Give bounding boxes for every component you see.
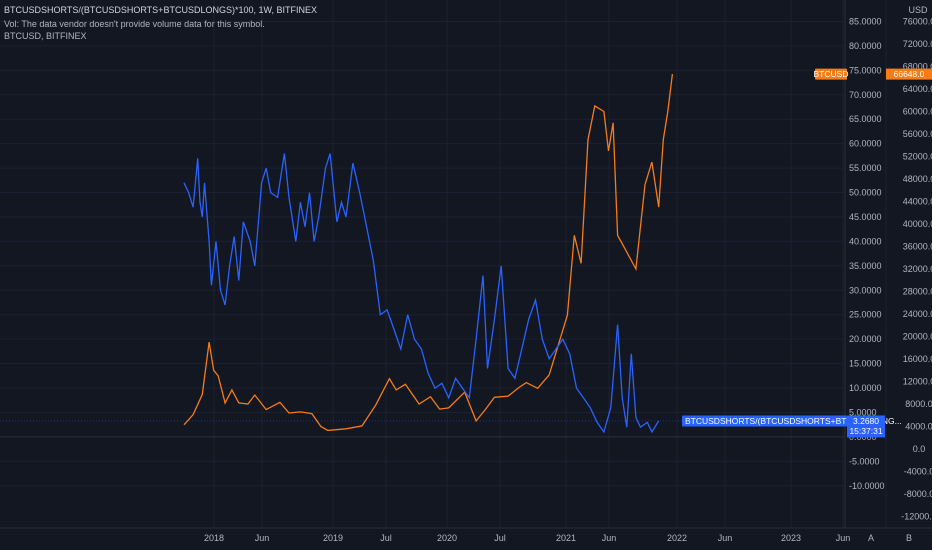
btcusd-label-tag: BTCUSD (814, 68, 849, 80)
left-axis-ticks[interactable]: 85.0000 80.0000 75.0000 70.0000 65.0000 60.00… (849, 17, 885, 491)
left-tick-label: 80.0000 (849, 41, 882, 51)
time-tick-label: Jun (602, 533, 617, 543)
ratio-label-tag-bg (682, 415, 847, 427)
left-tick-label: 10.0000 (849, 383, 882, 393)
shorts-ratio-line (183, 153, 660, 434)
btcusd-value-tag: 66648.0 (886, 68, 932, 80)
right-tick-label: 56000.0 (903, 129, 932, 139)
right-tick-label: 8000.0 (905, 399, 932, 409)
btcusd-price-line (183, 74, 674, 432)
left-tick-label: 35.0000 (849, 261, 882, 271)
ratio-label-tag: BTCUSDSHORTS/(BTCUSDSHORTS+BTCUSDLONG... (682, 415, 902, 427)
left-tick-label: -5.0000 (849, 456, 880, 466)
ratio-label-tag-text: BTCUSDSHORTS/(BTCUSDSHORTS+BTCUSDLONG... (685, 416, 902, 426)
time-tick-label: 2023 (781, 533, 801, 543)
left-tick-label: 45.0000 (849, 212, 882, 222)
right-tick-label: 76000.0 (903, 17, 932, 27)
vertical-grid (213, 0, 844, 528)
btcusd-legend[interactable]: BTCUSD, BITFINEX (4, 31, 87, 41)
right-tick-label: 16000.0 (903, 354, 932, 364)
btcusd-label-tag-bg (815, 68, 847, 80)
volume-notice: Vol: The data vendor doesn't provide vol… (4, 19, 265, 29)
left-tick-label: 75.0000 (849, 65, 882, 75)
btcusd-label-tag-text: BTCUSD (814, 69, 849, 79)
left-tick-label: 25.0000 (849, 310, 882, 320)
right-tick-label: 20000.0 (903, 332, 932, 342)
time-axis-ticks[interactable]: 2018 Jun 2019 Jul 2020 Jul 2021 Jun 2022 Jun 2023 J… (204, 533, 850, 543)
right-tick-label: 36000.0 (903, 242, 932, 252)
time-tick-label: 2022 (667, 533, 687, 543)
left-tick-label: 5.0000 (849, 407, 877, 417)
time-tick-label: Jun (255, 533, 270, 543)
time-tick-label: Jun (836, 533, 851, 543)
left-tick-label: 55.0000 (849, 163, 882, 173)
right-tick-label: 48000.0 (903, 174, 932, 184)
right-tick-label: 4000.0 (905, 422, 932, 432)
ratio-value-tag-bg (847, 415, 885, 438)
auto-scale-button[interactable]: A (868, 533, 874, 543)
left-tick-label: 30.0000 (849, 285, 882, 295)
btcusd-value-tag-text: 66648.0 (894, 69, 925, 79)
right-tick-label: -12000.0 (901, 512, 932, 522)
ratio-value-tag: 3.2680 15:37:31 (847, 415, 885, 438)
scale-button-b[interactable]: B (906, 533, 912, 543)
left-tick-label: 85.0000 (849, 17, 882, 27)
chart-title-legend[interactable]: BTCUSDSHORTS/(BTCUSDSHORTS+BTCUSDLONGS)*… (4, 5, 317, 15)
right-tick-label: 12000.0 (903, 377, 932, 387)
right-tick-label: 28000.0 (903, 287, 932, 297)
right-tick-label: -8000.0 (904, 489, 932, 499)
left-tick-label: 20.0000 (849, 334, 882, 344)
left-tick-label: 65.0000 (849, 114, 882, 124)
left-tick-label: 50.0000 (849, 188, 882, 198)
time-tick-label: Jul (380, 533, 392, 543)
right-tick-label: -4000.0 (904, 467, 932, 477)
right-tick-label: 60000.0 (903, 107, 932, 117)
left-tick-label: 15.0000 (849, 359, 882, 369)
right-axis-unit: USD (908, 5, 928, 15)
ratio-countdown-text: 15:37:31 (849, 426, 882, 436)
horizontal-grid (0, 21, 845, 487)
time-tick-label: 2020 (437, 533, 457, 543)
right-tick-label: 72000.0 (903, 39, 932, 49)
left-tick-label: 40.0000 (849, 236, 882, 246)
right-tick-label: 32000.0 (903, 264, 932, 274)
right-axis-ticks[interactable]: 76000.0 72000.0 68000.0 64000.0 60000.0 56000… (901, 17, 932, 522)
time-tick-label: Jun (718, 533, 733, 543)
time-tick-label: 2019 (323, 533, 343, 543)
left-tick-label: 70.0000 (849, 90, 882, 100)
right-tick-label: 44000.0 (903, 197, 932, 207)
left-tick-label: -10.0000 (849, 481, 885, 491)
right-tick-label: 52000.0 (903, 152, 932, 162)
right-tick-label: 24000.0 (903, 309, 932, 319)
right-tick-label: 40000.0 (903, 219, 932, 229)
time-tick-label: 2021 (556, 533, 576, 543)
left-tick-label: 60.0000 (849, 139, 882, 149)
right-tick-label: 68000.0 (903, 62, 932, 72)
ratio-value-text: 3.2680 (853, 416, 879, 426)
btcusd-value-tag-bg (886, 68, 932, 80)
time-tick-label: 2018 (204, 533, 224, 543)
right-tick-label: 0.0 (913, 444, 926, 454)
right-tick-label: 64000.0 (903, 84, 932, 94)
time-tick-label: Jul (494, 533, 506, 543)
